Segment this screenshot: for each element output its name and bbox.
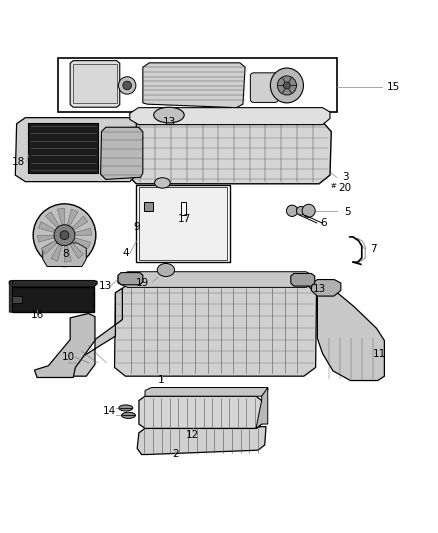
Polygon shape [291, 273, 315, 286]
Bar [58, 58, 336, 112]
FancyBboxPatch shape [251, 73, 278, 102]
Text: 10: 10 [62, 352, 75, 362]
Ellipse shape [123, 81, 131, 90]
Text: #: # [331, 182, 336, 189]
Ellipse shape [119, 405, 133, 411]
Polygon shape [145, 387, 268, 396]
Text: 3: 3 [342, 172, 349, 182]
Ellipse shape [297, 206, 305, 215]
Polygon shape [67, 209, 78, 226]
Text: 6: 6 [320, 218, 327, 228]
Text: 12: 12 [186, 430, 200, 440]
Polygon shape [137, 426, 266, 455]
Polygon shape [70, 243, 84, 259]
Ellipse shape [270, 68, 304, 103]
Polygon shape [139, 396, 261, 429]
Polygon shape [43, 243, 86, 266]
Polygon shape [115, 286, 317, 376]
Polygon shape [35, 313, 95, 377]
Polygon shape [41, 240, 57, 254]
Bar [12, 287, 94, 312]
Text: 11: 11 [373, 350, 386, 359]
Bar [144, 202, 153, 211]
Bar [12, 296, 22, 303]
Text: 20: 20 [339, 183, 352, 193]
Polygon shape [39, 222, 55, 232]
Ellipse shape [157, 263, 175, 277]
Text: 1: 1 [158, 375, 165, 385]
Ellipse shape [155, 177, 170, 188]
Polygon shape [74, 238, 91, 249]
Bar [28, 123, 98, 173]
Polygon shape [70, 61, 120, 107]
Text: 13: 13 [99, 281, 112, 291]
Ellipse shape [118, 77, 136, 94]
Ellipse shape [54, 225, 75, 246]
Polygon shape [57, 208, 64, 224]
Text: 19: 19 [136, 278, 149, 288]
Text: 9: 9 [133, 222, 140, 232]
Polygon shape [127, 123, 331, 184]
Text: 13: 13 [312, 284, 326, 294]
Polygon shape [311, 279, 341, 296]
Polygon shape [61, 288, 122, 376]
Bar [139, 187, 227, 260]
Ellipse shape [154, 107, 184, 123]
Text: 8: 8 [63, 249, 69, 260]
Polygon shape [15, 118, 136, 182]
Polygon shape [75, 228, 92, 235]
Polygon shape [73, 64, 117, 103]
Text: 5: 5 [344, 207, 351, 217]
Text: 17: 17 [177, 214, 191, 224]
Text: 7: 7 [370, 244, 377, 254]
Ellipse shape [121, 413, 135, 418]
Text: 16: 16 [31, 310, 44, 320]
Polygon shape [46, 212, 59, 228]
Polygon shape [256, 387, 268, 429]
Polygon shape [101, 127, 143, 180]
Ellipse shape [283, 82, 290, 89]
Polygon shape [64, 246, 71, 262]
Ellipse shape [286, 205, 298, 216]
Polygon shape [118, 272, 314, 287]
Ellipse shape [302, 204, 315, 217]
Bar [181, 202, 186, 215]
Ellipse shape [60, 231, 69, 239]
Text: 2: 2 [172, 449, 179, 458]
Bar [254, 76, 275, 99]
Text: 13: 13 [162, 117, 176, 127]
Polygon shape [118, 272, 143, 285]
Polygon shape [143, 63, 245, 108]
Polygon shape [38, 235, 54, 242]
Bar [136, 184, 230, 262]
Text: 14: 14 [102, 406, 116, 416]
Text: 4: 4 [122, 248, 129, 259]
Polygon shape [9, 280, 12, 312]
Text: 18: 18 [12, 157, 25, 167]
Polygon shape [130, 108, 330, 125]
Polygon shape [318, 287, 385, 381]
Polygon shape [72, 216, 88, 230]
Polygon shape [51, 245, 62, 261]
Ellipse shape [33, 204, 96, 266]
Polygon shape [9, 280, 97, 287]
Text: 15: 15 [386, 82, 400, 92]
Ellipse shape [277, 76, 297, 95]
